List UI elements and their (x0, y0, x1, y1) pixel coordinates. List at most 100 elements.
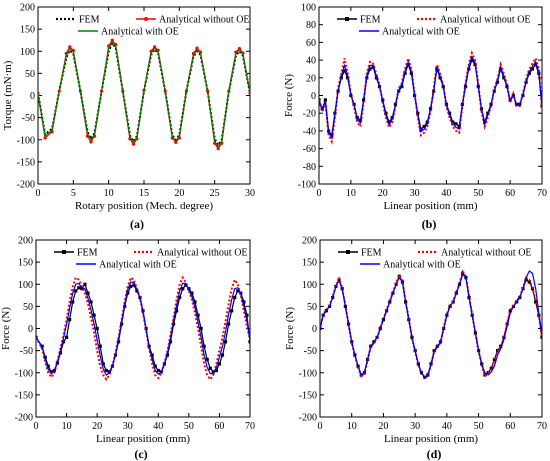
data-point (217, 362, 222, 366)
data-point (483, 373, 487, 377)
y-tick-label: 200 (302, 236, 317, 247)
data-point (406, 62, 410, 67)
legend-label: FEM (361, 248, 382, 259)
y-tick-label: 50 (23, 302, 33, 313)
data-point (223, 340, 228, 344)
data-point (129, 284, 133, 289)
legend-label: Analytical without OE (440, 15, 531, 26)
data-point (193, 300, 197, 304)
y-tick-label: 0 (311, 91, 316, 102)
data-point (492, 357, 497, 362)
data-point (86, 291, 90, 295)
y-tick-label: 150 (302, 258, 317, 269)
data-point (181, 287, 185, 291)
x-tick-label: 20 (174, 188, 184, 199)
data-point (150, 353, 154, 357)
x-axis-label: Rotary position (Mech. degree) (75, 200, 213, 212)
y-tick-label: 100 (20, 47, 35, 58)
data-point (368, 67, 372, 71)
x-tick-label: 50 (474, 421, 484, 432)
data-point (104, 368, 108, 373)
y-axis-label: Force (N) (0, 307, 12, 350)
y-tick-label: 20 (306, 73, 316, 84)
data-point (534, 300, 538, 304)
data-point (527, 280, 531, 284)
legend-label: FEM (360, 15, 381, 26)
y-tick-label: 50 (25, 69, 35, 80)
data-point (216, 147, 220, 151)
legend-label: FEM (77, 248, 98, 259)
y-tick-label: -100 (15, 368, 33, 379)
data-point (46, 364, 50, 368)
data-point (236, 289, 240, 293)
y-axis-label: Torque (mN·m) (2, 60, 14, 130)
y-tick-label: -200 (17, 180, 35, 191)
y-tick-label: 80 (306, 20, 316, 31)
y-tick-label: 150 (18, 258, 33, 269)
data-point (175, 309, 179, 313)
y-tick-label: 0 (312, 324, 317, 335)
y-tick-label: -100 (17, 135, 35, 146)
chart-panel-3: 0 10 20 30 40 50 60 70 -200 -150 -100 -50 0 50 100 150 2… (0, 236, 255, 461)
x-tick-label: 30 (245, 188, 255, 199)
data-point (68, 45, 72, 49)
data-point (220, 353, 225, 357)
data-point (202, 344, 206, 348)
x-tick-label: 0 (36, 188, 41, 199)
y-tick-label: -50 (20, 346, 33, 357)
data-point (131, 142, 135, 146)
series-group (36, 275, 250, 382)
y-tick-label: -200 (299, 413, 317, 424)
data-point (83, 282, 87, 286)
legend-marker (62, 250, 66, 254)
data-point (89, 140, 93, 144)
data-point (211, 370, 215, 374)
x-tick-label: 30 (410, 188, 420, 199)
data-point (199, 326, 203, 331)
series-line-2 (36, 275, 250, 382)
x-tick-label: 30 (410, 421, 420, 432)
data-point (227, 322, 231, 326)
data-point (205, 357, 209, 362)
x-tick-label: 15 (139, 188, 149, 199)
y-tick-label: -100 (299, 368, 317, 379)
y-tick-label: 100 (18, 280, 33, 291)
data-point (454, 122, 458, 126)
y-tick-label: -150 (15, 390, 33, 401)
y-tick-label: 60 (306, 38, 316, 49)
y-axis-label: Force (N) (283, 74, 295, 117)
data-point (540, 335, 542, 339)
y-tick-label: -200 (15, 413, 33, 424)
y-tick-label: 50 (307, 302, 317, 313)
x-axis-label: Linear position (mm) (383, 200, 477, 212)
data-point (508, 309, 512, 313)
legend-label: Analytical with OE (382, 27, 460, 38)
x-tick-label: 30 (123, 421, 133, 432)
x-tick-label: 60 (214, 421, 224, 432)
data-point (43, 136, 47, 140)
data-point (174, 140, 178, 145)
x-tick-label: 20 (378, 188, 388, 199)
series-line-2 (319, 50, 542, 145)
series-group (320, 269, 542, 380)
data-point (242, 300, 246, 304)
data-point (98, 344, 102, 348)
y-tick-label: 40 (306, 56, 316, 67)
series-line-3 (38, 40, 250, 148)
data-point (132, 283, 136, 287)
y-tick-label: 150 (20, 25, 35, 36)
data-point (190, 291, 194, 295)
series-line-3 (320, 270, 542, 380)
data-point (422, 124, 426, 129)
data-point (470, 58, 474, 62)
data-point (74, 289, 78, 293)
x-tick-label: 60 (505, 421, 515, 432)
legend-label: Analytical without OE (157, 248, 248, 259)
x-tick-label: 40 (442, 421, 452, 432)
x-tick-label: 10 (346, 188, 356, 199)
x-tick-label: 10 (104, 188, 114, 199)
